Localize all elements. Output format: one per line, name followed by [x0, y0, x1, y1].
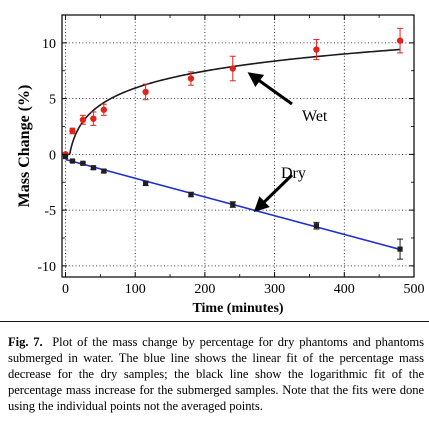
- figure-label: Fig. 7.: [8, 335, 43, 349]
- wet-data-point: [396, 37, 404, 44]
- annotations: Wet Dry: [247, 72, 328, 213]
- wet-data-point: [229, 65, 236, 72]
- dry-arrow: [253, 173, 294, 213]
- x-tick-label: 400: [334, 282, 355, 297]
- wet-data-point: [187, 75, 195, 82]
- wet-data-point: [79, 116, 87, 124]
- plot-frame: [61, 14, 415, 278]
- y-tick-label: -10: [37, 260, 56, 275]
- x-axis-label: Time (minutes): [192, 301, 283, 316]
- wet-data-point: [313, 46, 320, 53]
- dry-data-point: [101, 168, 107, 174]
- y-axis-label: Mass Change (%): [16, 85, 33, 208]
- wet-annotation-label: Wet: [302, 108, 328, 125]
- x-tick-label: 100: [125, 282, 146, 297]
- wet-data-point: [100, 106, 108, 113]
- x-tick-label: 500: [404, 282, 425, 297]
- dry-data-point: [80, 160, 86, 166]
- data-points: [62, 27, 404, 260]
- y-tick-label: 0: [49, 148, 56, 163]
- figure-caption: Fig. 7. Plot of the mass change by perce…: [8, 334, 424, 414]
- wet-data-point: [69, 127, 76, 135]
- x-tick-label: 300: [264, 282, 285, 297]
- dry-data-point: [188, 191, 194, 198]
- dry-data-point: [62, 153, 69, 160]
- dry-data-point: [90, 165, 96, 171]
- dry-data-point: [313, 223, 320, 229]
- dry-data-point: [230, 201, 236, 208]
- caption-separator: [43, 335, 53, 349]
- y-tick-label: -5: [44, 204, 56, 219]
- dry-data-point: [397, 246, 403, 252]
- caption-text: Plot of the mass change by percentage fo…: [8, 335, 424, 413]
- y-tick-label: 10: [42, 37, 56, 52]
- mass-change-chart: 0 100 200 300 400 500 -10 -5 0 5 10 Wet Dry Time (m…: [16, 14, 425, 316]
- dry-data-point: [69, 158, 76, 164]
- x-tick-label: 200: [194, 282, 215, 297]
- dry-annotation-label: Dry: [281, 165, 306, 182]
- wet-arrow: [247, 72, 293, 106]
- y-tick-label: 5: [49, 93, 56, 108]
- wet-data-point: [90, 115, 97, 122]
- wet-data-point: [142, 88, 149, 96]
- grid-lines: [62, 15, 415, 277]
- dry-data-point: [143, 180, 149, 186]
- caption-divider: [0, 321, 429, 322]
- axis-ticks: 0 100 200 300 400 500 -10 -5 0 5 10: [37, 15, 425, 297]
- x-tick-label: 0: [62, 282, 69, 297]
